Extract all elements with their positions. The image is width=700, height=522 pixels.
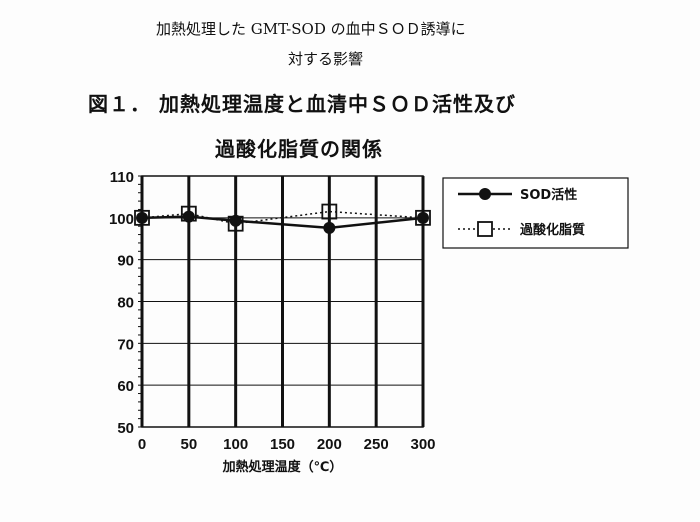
lipid-peroxide-point (180, 205, 197, 222)
subtitle-line-2: 対する影響 (288, 50, 364, 68)
legend-label-lipid: 過酸化脂質 (519, 222, 585, 238)
x-tick-label: 50 (180, 436, 197, 453)
x-tick-label: 150 (270, 436, 295, 453)
y-tick-label: 70 (117, 336, 134, 353)
x-tick-label: 300 (410, 436, 435, 453)
series-line-2 (141, 210, 424, 225)
legend-box (442, 177, 629, 249)
sod-activity-point (182, 210, 195, 223)
x-tick-label: 0 (138, 436, 146, 453)
lipid-peroxide-point (227, 215, 244, 232)
legend-marker-lipid (477, 221, 493, 237)
x-tick-label: 250 (364, 436, 389, 453)
sod-activity-point (323, 221, 336, 234)
y-tick-label: 50 (117, 420, 134, 437)
y-tick-label: 80 (117, 295, 134, 312)
subtitle-line-1: 加熱処理した GMT-SOD の血中ＳＯＤ誘導に (156, 20, 466, 38)
legend-marker-sod (479, 188, 491, 200)
lipid-peroxide-point (321, 203, 338, 220)
y-tick-label: 110 (110, 169, 134, 186)
legend-label-sod: SOD活性 (520, 187, 577, 203)
chart-title-line-1: 図１． 加熱処理温度と血清中ＳＯＤ活性及び (88, 92, 516, 116)
x-axis-label: 加熱処理温度（℃） (222, 459, 343, 475)
sod-activity-point (417, 211, 429, 224)
y-tick-label: 90 (117, 253, 134, 270)
x-tick-label: 100 (223, 436, 248, 453)
y-tick-label: 60 (117, 378, 134, 395)
y-tick-label: 100 (109, 211, 134, 228)
lipid-peroxide-point (134, 209, 150, 226)
lipid-peroxide-point (415, 209, 431, 226)
x-tick-label: 200 (317, 436, 342, 453)
chart-title-line-2: 過酸化脂質の関係 (215, 137, 383, 161)
